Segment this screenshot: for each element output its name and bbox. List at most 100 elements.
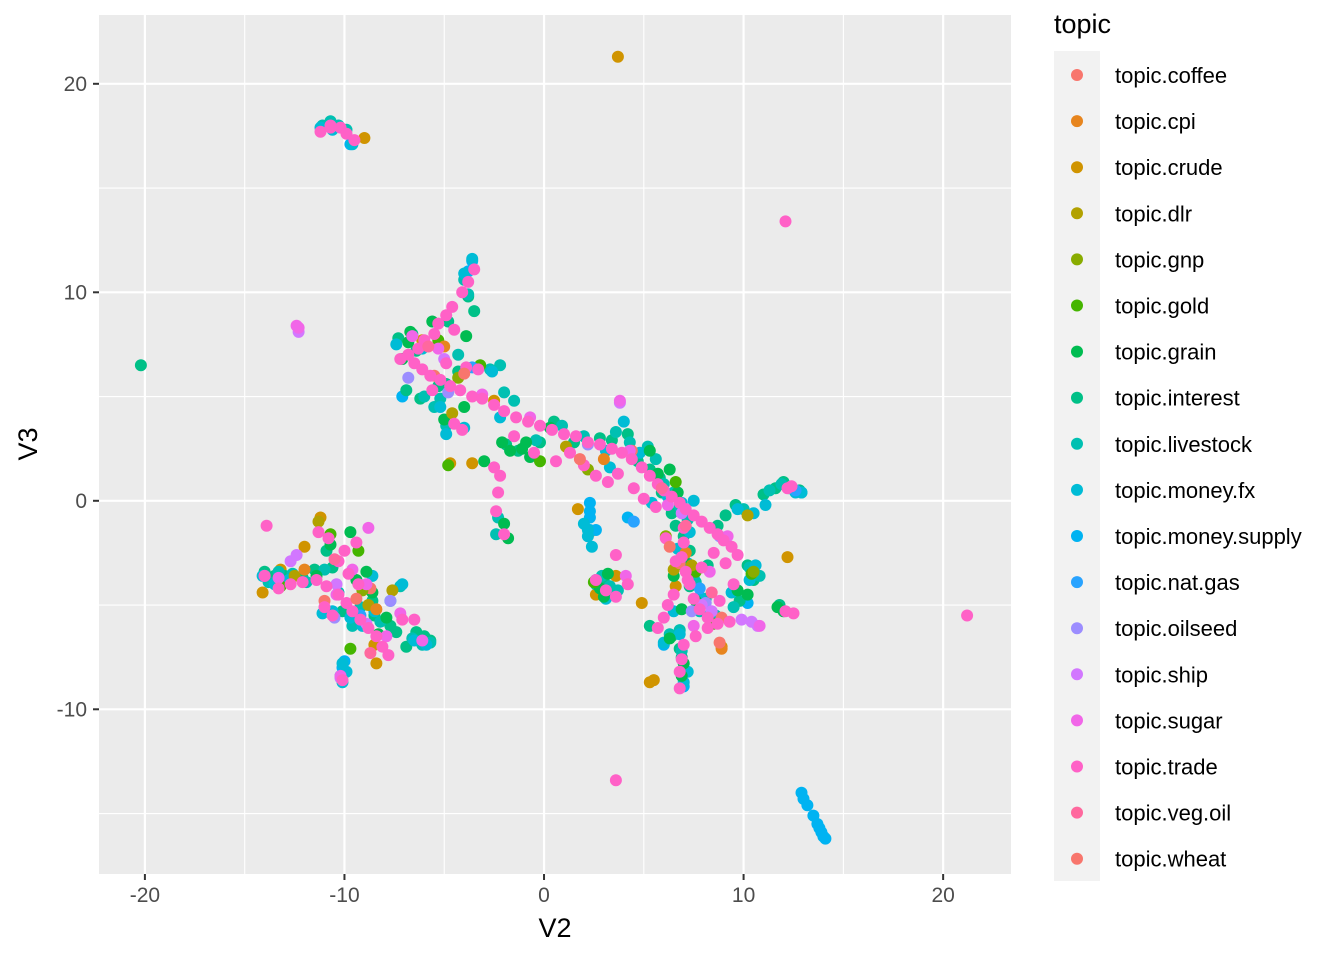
data-point [396,613,409,626]
legend-label: topic.sugar [1115,708,1223,733]
data-point [663,463,676,476]
data-point [298,563,311,576]
data-point [583,505,596,518]
data-point [564,446,576,459]
data-point [581,524,594,536]
legend-entries: topic.coffee topic.cpi topic.crude topic.dl… [1071,63,1302,872]
major-grid [99,15,1011,874]
data-point [675,603,688,616]
legend-key [1071,760,1083,773]
data-point [581,436,594,449]
y-tick-label: 20 [64,73,87,96]
data-point [342,567,355,580]
data-point [498,528,511,541]
legend-label: topic.grain [1115,340,1217,365]
data-point [719,509,732,522]
data-point [583,496,596,509]
data-point [585,540,598,553]
data-point [370,657,383,670]
data-point [322,532,335,545]
data-point [605,442,618,455]
data-point [731,549,744,561]
data-point [296,576,309,589]
data-point [546,423,558,436]
legend-key [1071,161,1083,174]
data-point [312,526,325,539]
plot-panel [99,15,1011,874]
data-point [609,426,622,438]
data-point [376,640,389,653]
data-point [747,565,760,578]
data-point [284,578,297,591]
data-point [679,519,692,532]
data-point [801,799,814,812]
data-point [675,653,688,666]
legend-label: topic.nat.gas [1115,570,1240,595]
data-point [402,371,415,384]
data-point [681,574,694,586]
data-point [601,567,614,580]
data-point [687,592,700,605]
data-point [609,549,622,561]
data-point [492,486,505,499]
x-tick-label: 10 [732,884,755,907]
data-point [763,484,776,497]
legend-key [1071,345,1083,358]
data-point [434,373,447,386]
data-point [456,423,469,436]
data-point [669,555,682,568]
data-point [310,574,323,586]
data-point [352,578,365,591]
data-point [396,578,409,591]
data-point [693,603,706,616]
data-point [735,613,748,626]
legend-key [1071,115,1083,128]
data-point [530,434,542,447]
data-point [534,419,546,432]
legend-key [1071,668,1083,681]
data-point [460,330,473,343]
data-point [320,580,333,593]
data-point [719,557,732,570]
data-point [725,540,738,553]
data-point [440,428,453,441]
data-point [260,519,273,532]
data-point [312,515,325,528]
data-point [498,405,511,418]
data-point [498,386,511,399]
legend-key [1071,391,1083,404]
data-point [488,461,501,474]
data-point [707,546,720,559]
data-point [787,607,800,620]
data-point [635,597,648,609]
data-point [589,574,602,586]
legend-keys-background [1054,51,1100,881]
data-point [496,436,509,449]
data-point [468,263,481,276]
data-point [326,609,339,622]
data-point [344,526,357,539]
data-point [508,430,521,443]
data-point [344,642,357,655]
data-point [573,453,586,466]
data-point [673,628,686,641]
data-point [488,398,501,411]
data-point [462,275,475,288]
data-point [613,394,626,407]
data-point [711,617,724,630]
y-tick-label: -10 [57,698,87,721]
data-point [637,492,650,505]
data-point [272,582,285,595]
data-points [134,50,974,845]
legend-key [1071,299,1083,312]
data-point [456,286,469,299]
legend-key [1071,852,1083,865]
data-point [318,601,331,614]
data-point [687,494,700,507]
data-point [362,521,375,534]
data-point [731,503,744,516]
data-point [601,476,614,488]
data-point [609,590,622,603]
data-point [426,384,439,397]
